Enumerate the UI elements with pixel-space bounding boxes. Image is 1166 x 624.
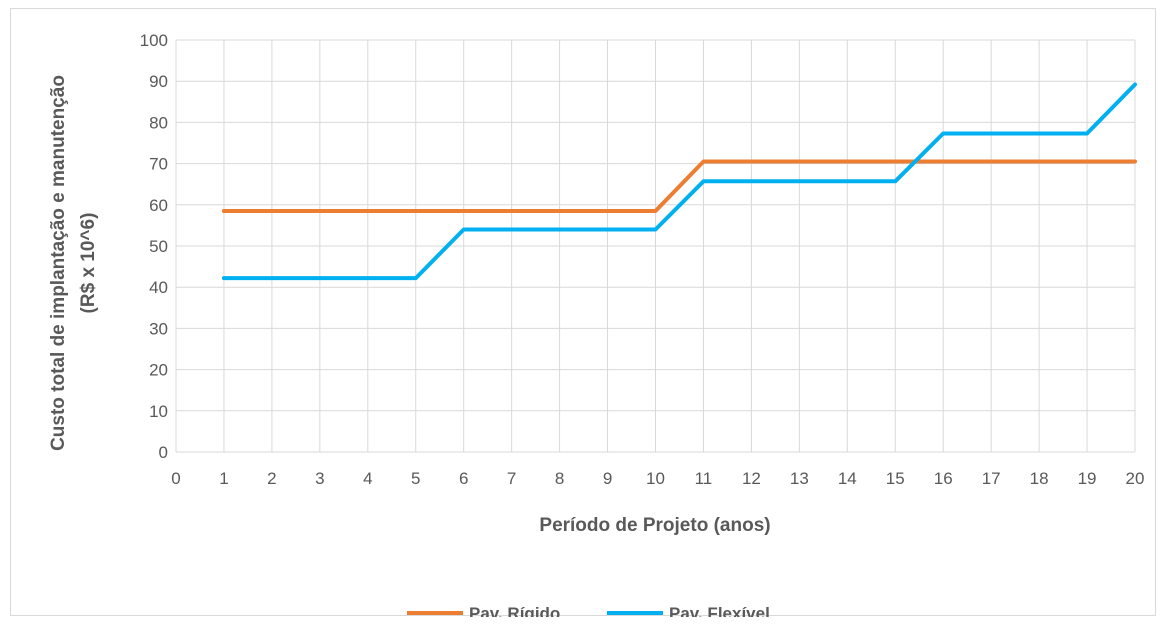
y-tick-label: 0 (159, 443, 168, 462)
y-axis-tick-labels: 0 10 20 30 40 50 60 70 80 90 100 (140, 31, 168, 462)
x-tick-label: 3 (315, 469, 324, 488)
x-tick-label: 2 (267, 469, 276, 488)
x-tick-label: 15 (886, 469, 905, 488)
y-tick-label: 40 (149, 278, 168, 297)
x-tick-label: 11 (695, 469, 713, 488)
x-tick-label: 19 (1078, 469, 1097, 488)
legend-item-flexivel: Pav. Flexível (607, 604, 770, 623)
x-tick-label: 14 (838, 469, 857, 488)
y-tick-label: 30 (149, 319, 168, 338)
y-tick-label: 90 (149, 72, 168, 91)
x-tick-label: 9 (603, 469, 612, 488)
y-tick-label: 20 (149, 361, 168, 380)
x-axis-title: Período de Projeto (anos) (539, 515, 770, 536)
x-tick-label: 12 (742, 469, 761, 488)
legend: Pav. Rígido Pav. Flexível (407, 604, 770, 623)
x-axis-tick-labels: 0 1 2 3 4 5 6 7 8 9 10 11 12 13 14 15 16 17 18 19 20 (171, 469, 1144, 488)
legend-label-rigido: Pav. Rígido (469, 604, 560, 617)
gridlines (175, 39, 1136, 453)
legend-item-rigido: Pav. Rígido (407, 604, 560, 623)
series-lines (221, 82, 1137, 281)
y-axis-title-line-1: Custo total de implantação e manutenção (48, 75, 69, 451)
y-tick-label: 100 (140, 31, 168, 50)
x-tick-label: 4 (363, 469, 372, 488)
x-tick-label: 10 (646, 469, 665, 488)
x-tick-label: 7 (507, 469, 516, 488)
y-axis-title: Custo total de implantação e manutenção … (48, 75, 99, 451)
x-tick-label: 6 (459, 469, 468, 488)
y-tick-label: 50 (149, 237, 168, 256)
x-tick-label: 17 (982, 469, 1001, 488)
x-tick-label: 20 (1126, 469, 1145, 488)
series-line-rigido (221, 159, 1137, 213)
y-tick-label: 70 (149, 155, 168, 174)
y-axis-title-line-2: (R$ x 10^6) (78, 213, 99, 314)
x-tick-label: 16 (934, 469, 953, 488)
x-tick-label: 13 (790, 469, 809, 488)
x-tick-label: 0 (171, 469, 180, 488)
x-tick-label: 1 (219, 469, 228, 488)
legend-label-flexivel: Pav. Flexível (669, 604, 770, 617)
chart-frame: 0 10 20 30 40 50 60 70 80 90 100 0 1 2 3 4 5 6 7 8 9 10 11 12 1… (10, 8, 1156, 623)
x-tick-label: 18 (1030, 469, 1049, 488)
x-tick-label: 8 (555, 469, 564, 488)
y-tick-label: 80 (149, 113, 168, 132)
y-tick-label: 10 (149, 402, 168, 421)
series-line-flexivel (221, 82, 1137, 281)
x-tick-label: 5 (411, 469, 420, 488)
y-tick-label: 60 (149, 196, 168, 215)
